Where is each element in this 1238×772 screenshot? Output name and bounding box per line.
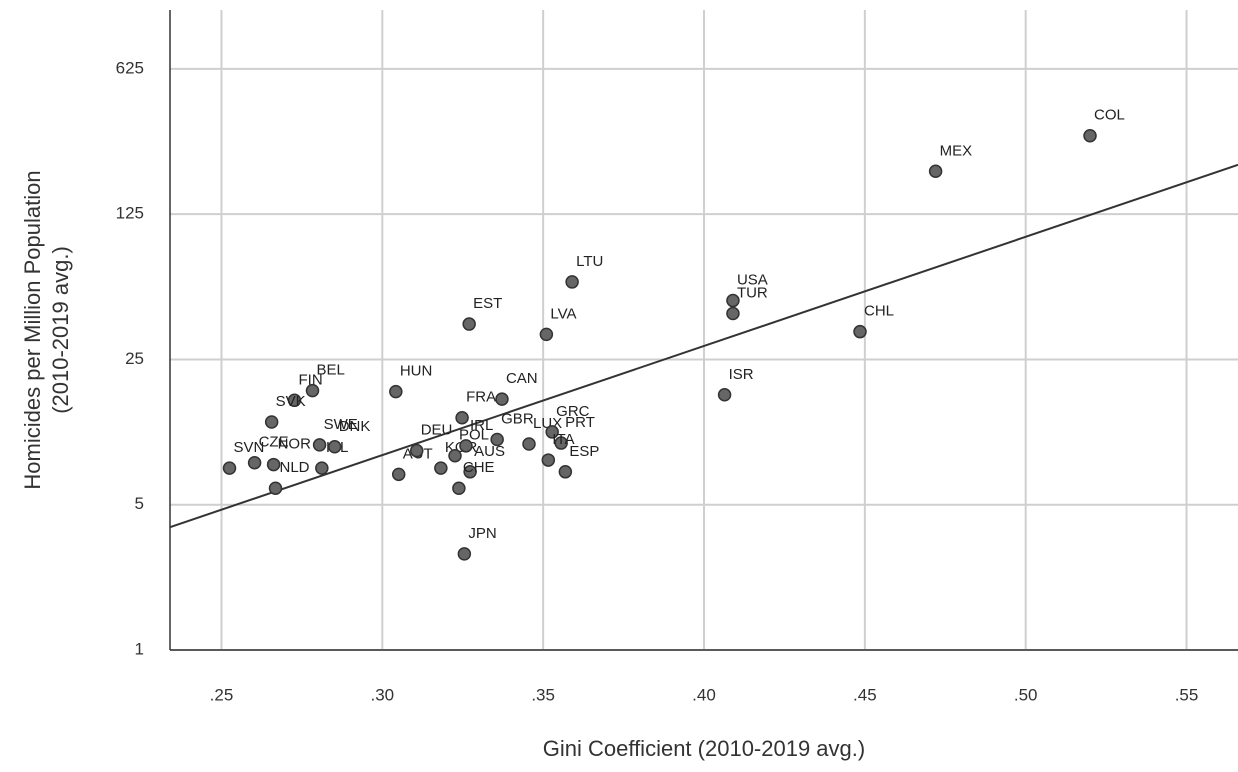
point — [287, 393, 302, 408]
point-label: USA — [737, 272, 768, 289]
point-label: ESP — [569, 443, 599, 460]
point — [541, 453, 556, 467]
point — [448, 449, 462, 463]
x-tick-label: .30 — [370, 685, 394, 704]
point-label: SWE — [324, 416, 358, 433]
point-label: NOR — [278, 436, 312, 453]
point-label: TUR — [737, 284, 768, 301]
point-label: MEX — [940, 142, 973, 159]
point-label: CZE — [259, 434, 289, 451]
point-label: EST — [473, 295, 502, 312]
fit-line — [169, 163, 1238, 529]
point-label: GBR — [501, 410, 534, 427]
point — [463, 465, 477, 479]
point — [853, 324, 867, 339]
point — [452, 481, 466, 496]
point — [726, 306, 740, 321]
point — [565, 275, 579, 289]
point — [409, 443, 424, 458]
point-label: IRL — [470, 417, 493, 434]
point — [462, 317, 476, 331]
y-axis-subtitle: (2010-2019 avg.) — [48, 246, 73, 414]
point — [928, 164, 943, 179]
point — [457, 547, 472, 561]
y-tick-label: 1 — [135, 639, 144, 658]
y-tick-label: 625 — [116, 58, 144, 77]
point-label: ISR — [729, 366, 754, 383]
point-label: PRT — [565, 414, 595, 431]
y-axis-title: Homicides per Million Population — [20, 170, 45, 489]
point — [268, 481, 283, 496]
point-label: CAN — [506, 370, 538, 387]
point — [545, 425, 559, 439]
y-tick-label: 25 — [125, 349, 144, 368]
x-tick-label: .55 — [1175, 685, 1199, 704]
point-label: SVK — [276, 393, 306, 410]
point — [434, 461, 448, 475]
point — [264, 415, 279, 429]
point — [554, 436, 568, 450]
point-label: ITA — [552, 431, 574, 448]
point-label: SVN — [234, 439, 265, 456]
point-label: AUS — [474, 443, 505, 460]
point — [315, 461, 329, 475]
point — [1083, 128, 1097, 143]
point — [717, 388, 732, 402]
point — [522, 437, 536, 451]
y-tick-label: 125 — [116, 204, 144, 223]
x-tick-label: .35 — [531, 685, 555, 704]
point-label: FIN — [298, 371, 322, 388]
point — [305, 383, 320, 398]
point — [327, 440, 342, 454]
x-tick-label: .25 — [210, 685, 234, 704]
point-label: FRA — [466, 389, 496, 406]
point-label: BEL — [317, 362, 345, 379]
point-label: DNK — [339, 418, 371, 435]
point — [389, 384, 403, 399]
point — [539, 327, 554, 342]
point-label: HUN — [400, 363, 433, 380]
point — [312, 438, 327, 452]
point-label: COL — [1094, 107, 1125, 124]
point — [222, 461, 237, 475]
point — [459, 439, 473, 453]
point-label: LVA — [550, 305, 576, 322]
point — [490, 432, 504, 447]
point-label: LTU — [576, 253, 603, 270]
point — [266, 457, 281, 472]
point-label: GRC — [556, 403, 590, 420]
x-tick-label: .45 — [853, 685, 877, 704]
point — [391, 467, 406, 482]
point — [495, 392, 509, 406]
point-label: CHL — [864, 303, 894, 320]
point — [726, 293, 740, 308]
x-tick-label: .40 — [692, 685, 716, 704]
point — [455, 411, 469, 425]
x-axis-title: Gini Coefficient (2010-2019 avg.) — [543, 736, 865, 761]
point-label: JPN — [468, 525, 496, 542]
point — [247, 455, 262, 470]
point-label: NLD — [280, 459, 310, 476]
x-tick-label: .50 — [1014, 685, 1038, 704]
point-label: DEU — [421, 422, 453, 439]
point — [558, 465, 573, 479]
y-tick-label: 5 — [135, 494, 144, 513]
point-label: CHE — [463, 459, 495, 476]
